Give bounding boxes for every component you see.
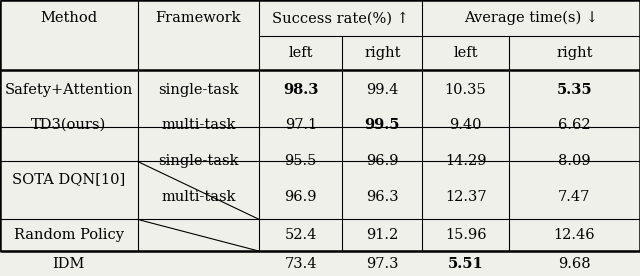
Text: single-task: single-task: [158, 83, 239, 97]
Text: 10.35: 10.35: [445, 83, 486, 97]
Text: 52.4: 52.4: [285, 228, 317, 242]
Text: 9.68: 9.68: [558, 257, 591, 270]
Text: 98.3: 98.3: [283, 83, 319, 97]
Text: SOTA DQN[10]: SOTA DQN[10]: [12, 172, 125, 186]
Text: left: left: [289, 46, 313, 60]
Text: 12.46: 12.46: [554, 228, 595, 242]
Text: 14.29: 14.29: [445, 155, 486, 168]
Text: 96.9: 96.9: [366, 155, 399, 168]
Text: 95.5: 95.5: [285, 155, 317, 168]
Text: right: right: [364, 46, 401, 60]
Text: 8.09: 8.09: [558, 155, 591, 168]
Text: 91.2: 91.2: [366, 228, 399, 242]
Text: 7.47: 7.47: [558, 190, 591, 203]
Text: TD3(ours): TD3(ours): [31, 118, 106, 132]
Text: 97.1: 97.1: [285, 118, 317, 132]
Text: Safety+Attention: Safety+Attention: [4, 83, 133, 97]
Text: Framework: Framework: [156, 11, 241, 25]
Text: 97.3: 97.3: [366, 257, 399, 270]
Text: multi-task: multi-task: [161, 190, 236, 203]
Text: left: left: [453, 46, 478, 60]
Text: 9.40: 9.40: [449, 118, 482, 132]
Text: Random Policy: Random Policy: [14, 228, 124, 242]
Text: 73.4: 73.4: [285, 257, 317, 270]
Text: 5.35: 5.35: [557, 83, 592, 97]
Text: IDM: IDM: [52, 257, 85, 270]
Text: Success rate(%) ↑: Success rate(%) ↑: [273, 11, 409, 25]
Text: single-task: single-task: [158, 155, 239, 168]
Text: Average time(s) ↓: Average time(s) ↓: [464, 11, 598, 25]
Text: 12.37: 12.37: [445, 190, 486, 203]
Text: 96.9: 96.9: [285, 190, 317, 203]
Text: 96.3: 96.3: [366, 190, 399, 203]
Text: 99.5: 99.5: [365, 118, 400, 132]
Text: 5.51: 5.51: [448, 257, 483, 270]
Text: multi-task: multi-task: [161, 118, 236, 132]
Text: 99.4: 99.4: [366, 83, 399, 97]
Text: right: right: [556, 46, 593, 60]
Text: 6.62: 6.62: [558, 118, 591, 132]
Text: Method: Method: [40, 11, 97, 25]
Text: 15.96: 15.96: [445, 228, 486, 242]
